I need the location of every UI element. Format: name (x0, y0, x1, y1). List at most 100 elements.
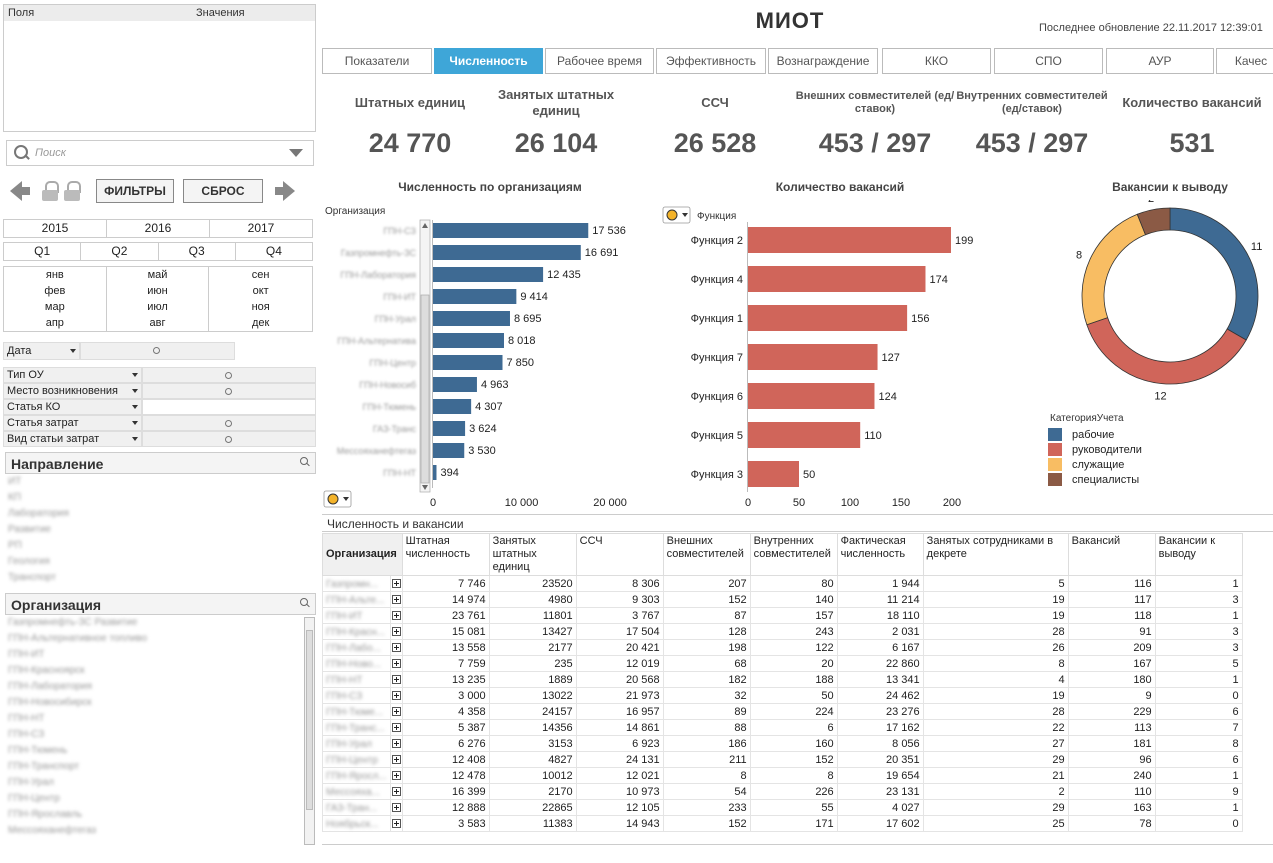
table-row[interactable]: Газпромн... 7 746 23520 8 306 207 80 1 944 5 116… (322, 575, 1243, 592)
legend-item[interactable]: руководители (1072, 444, 1142, 456)
table-cell-org[interactable]: Мессояха... (322, 783, 391, 800)
expand-icon[interactable] (391, 579, 401, 589)
table-cell-org[interactable]: Ноябрьск... (322, 815, 391, 832)
table-row[interactable]: ГАЗ-Тран... 12 888 22865 12 105 233 55 4 027 29… (322, 799, 1243, 816)
year-item[interactable]: 2017 (247, 221, 275, 235)
reset-button[interactable]: СБРОС (183, 179, 263, 203)
filters-button[interactable]: ФИЛЬТРЫ (96, 179, 174, 203)
table-cell-org[interactable]: ГАЗ-Тран... (322, 799, 391, 816)
list-item[interactable]: Геология (8, 556, 50, 567)
expand-icon[interactable] (391, 691, 401, 701)
chart-bar[interactable] (433, 267, 544, 282)
chart-slice[interactable] (1086, 317, 1247, 385)
list-item[interactable]: Газпромнефть-ЗС Развитие (8, 617, 138, 628)
table-header-org[interactable]: Организация (322, 533, 403, 576)
month-item[interactable]: янв (4, 267, 107, 283)
chart-bar[interactable] (748, 305, 908, 331)
chart-bar[interactable] (433, 289, 517, 304)
tab-aur[interactable]: АУР (1106, 48, 1214, 74)
filter-row[interactable]: Статья КО (3, 399, 316, 415)
table-row[interactable]: Мессояха... 16 399 2170 10 973 54 226 23 131 2 1… (322, 783, 1243, 800)
chart-bar[interactable] (433, 399, 472, 414)
tab-efficiency[interactable]: Эффективность (656, 48, 766, 74)
table-row[interactable]: ГПН-ИТ 23 761 11801 3 767 87 157 18 110 19 118 1 (322, 607, 1243, 624)
table-row[interactable]: ГПН-Транс... 5 387 14356 14 861 88 6 17 162 22 1… (322, 719, 1243, 736)
list-item[interactable]: ГПН-СЗ (8, 729, 45, 740)
chart-bar[interactable] (433, 311, 510, 326)
expand-icon[interactable] (391, 803, 401, 813)
legend-item[interactable]: специалисты (1072, 474, 1139, 486)
table-row[interactable]: ГПН-Лабо... 13 558 2177 20 421 198 122 6 167 26… (322, 639, 1243, 656)
chart-bar[interactable] (433, 245, 581, 260)
chart-slice[interactable] (1169, 207, 1259, 341)
dropdown-caret-icon[interactable] (132, 421, 138, 425)
table-header[interactable]: Вакансии к выводу (1154, 533, 1243, 576)
filter-row[interactable]: Статья затрат (3, 415, 316, 431)
filter-row[interactable]: Вид статьи затрат (3, 431, 316, 447)
list-item[interactable]: КП (8, 492, 22, 503)
cycle-icon[interactable] (662, 206, 691, 224)
expand-icon[interactable] (391, 819, 401, 829)
chart-bar[interactable] (433, 223, 589, 238)
expand-icon[interactable] (391, 675, 401, 685)
table-cell-org[interactable]: Газпромн... (322, 575, 391, 592)
quarter-item[interactable]: Q4 (265, 244, 282, 258)
table-row[interactable]: ГПН-НТ 13 235 1889 20 568 182 188 13 341 4 180 1 (322, 671, 1243, 688)
tab-kko[interactable]: ККО (882, 48, 991, 74)
unlock-icon[interactable] (64, 181, 81, 201)
cycle-icon[interactable] (323, 490, 352, 508)
expand-icon[interactable] (391, 595, 401, 605)
expand-icon[interactable] (391, 755, 401, 765)
year-item[interactable]: 2016 (107, 220, 210, 237)
list-item[interactable]: ГПН-Ярославль (8, 809, 83, 820)
month-item[interactable]: июл (107, 299, 210, 315)
table-cell-org[interactable]: ГПН-Урал (322, 735, 391, 752)
list-item[interactable]: Мессояханефтегаз (8, 825, 97, 836)
chart-bar[interactable] (433, 333, 504, 348)
chart-scrollbar[interactable] (419, 219, 431, 493)
table-row[interactable]: ГПН-Яросл... 12 478 10012 12 021 8 8 19 654 21 2… (322, 767, 1243, 784)
chart-bar[interactable] (748, 344, 878, 370)
table-cell-org[interactable]: ГПН-Транс... (322, 719, 391, 736)
search-icon[interactable] (300, 598, 311, 609)
list-item[interactable]: ГПН-НТ (8, 713, 45, 724)
dropdown-caret-icon[interactable] (70, 349, 76, 353)
chart-bar[interactable] (433, 443, 465, 458)
chart-bar[interactable] (748, 422, 861, 448)
list-item[interactable]: Лаборатория (8, 508, 69, 519)
quarter-item[interactable]: Q1 (4, 243, 82, 260)
list-item[interactable]: ГПН-Центр (8, 793, 60, 804)
table-cell-org[interactable]: ГПН-Центр (322, 751, 391, 768)
table-header[interactable]: Фактическая численность (836, 533, 924, 576)
filter-row[interactable]: Место возникновения (3, 383, 316, 399)
month-item[interactable]: сен (251, 269, 270, 281)
lock-icon[interactable] (42, 181, 59, 201)
table-cell-org[interactable]: ГПН-ИТ (322, 607, 391, 624)
table-header[interactable]: Занятых штатных единиц (488, 533, 577, 576)
chart-bar[interactable] (748, 266, 926, 292)
table-row[interactable]: ГПН-Красн... 15 081 13427 17 504 128 243 2 031… (322, 623, 1243, 640)
list-item[interactable]: ГПН-Транспорт (8, 761, 80, 772)
month-item[interactable]: авг (107, 315, 210, 331)
tab-reward[interactable]: Вознаграждение (768, 48, 878, 74)
table-row[interactable]: ГПН-Ново... 7 759 235 12 019 68 20 22 860 8 167 5 (322, 655, 1243, 672)
table-cell-org[interactable]: ГПН-Яросл... (322, 767, 391, 784)
table-header[interactable]: Занятых сотрудниками в декрете (922, 533, 1069, 576)
expand-icon[interactable] (391, 723, 401, 733)
table-header[interactable]: Внутренних совместителей (749, 533, 838, 576)
month-item[interactable]: фев (4, 283, 107, 299)
table-cell-org[interactable]: ГПН-Лабо... (322, 639, 391, 656)
year-item[interactable]: 2015 (4, 220, 107, 237)
chart-bar[interactable] (748, 227, 951, 253)
expand-icon[interactable] (391, 707, 401, 717)
table-row[interactable]: ГПН-Тюме... 4 358 24157 16 957 89 224 23 276 28… (322, 703, 1243, 720)
dropdown-caret-icon[interactable] (132, 437, 138, 441)
table-header[interactable]: Внешних совместителей (662, 533, 751, 576)
expand-icon[interactable] (391, 627, 401, 637)
tab-work-time[interactable]: Рабочее время (545, 48, 654, 74)
table-row[interactable]: ГПН-Центр 12 408 4827 24 131 211 152 20 351 29 9… (322, 751, 1243, 768)
date-filter[interactable]: Дата (3, 342, 235, 360)
list-item[interactable]: ГПН-ИТ (8, 649, 45, 660)
expand-icon[interactable] (391, 659, 401, 669)
chart-bar[interactable] (748, 461, 799, 487)
